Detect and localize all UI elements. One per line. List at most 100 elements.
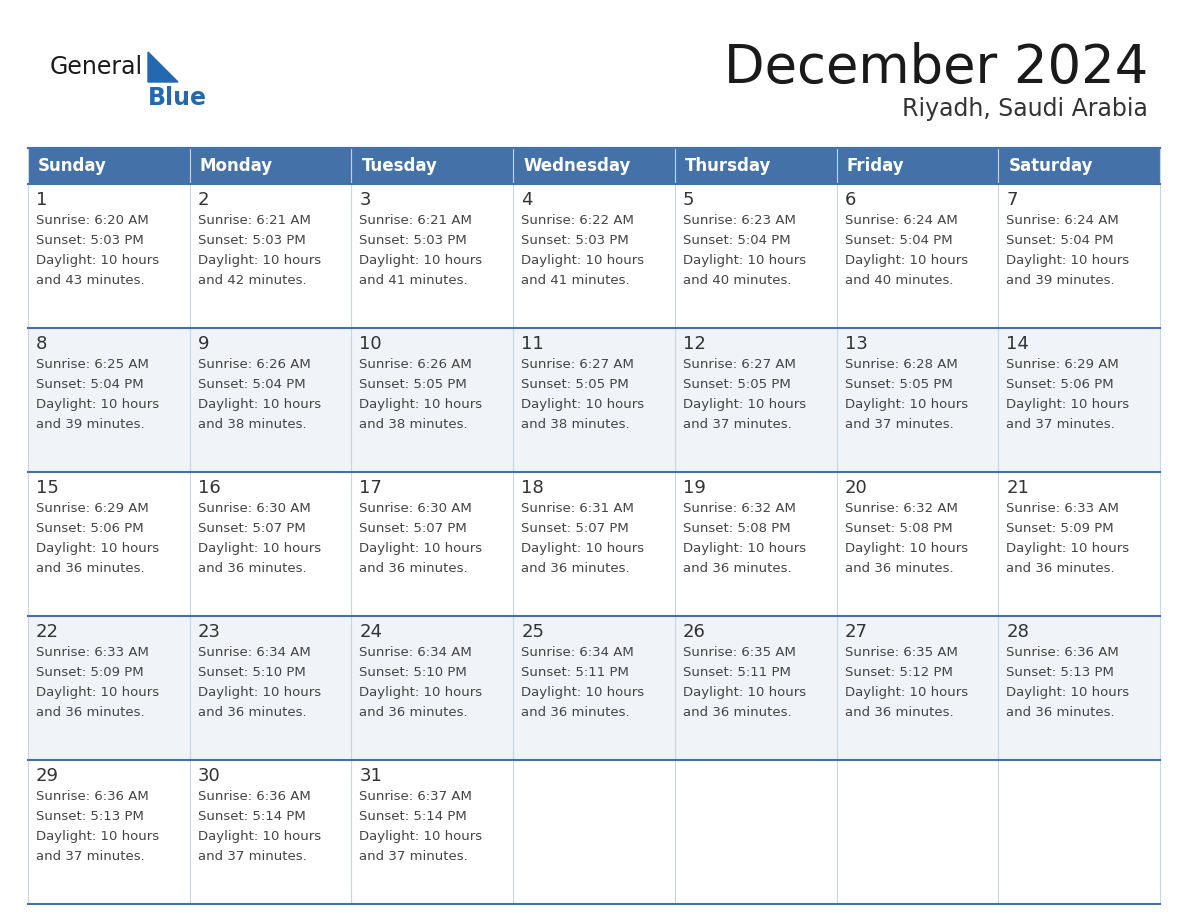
- Text: Daylight: 10 hours: Daylight: 10 hours: [36, 686, 159, 699]
- Text: Sunrise: 6:35 AM: Sunrise: 6:35 AM: [683, 646, 796, 659]
- Text: Wednesday: Wednesday: [523, 157, 631, 175]
- Text: Thursday: Thursday: [684, 157, 771, 175]
- Text: Sunrise: 6:32 AM: Sunrise: 6:32 AM: [845, 502, 958, 515]
- Text: and 37 minutes.: and 37 minutes.: [1006, 418, 1116, 431]
- Bar: [836, 148, 998, 184]
- Text: 6: 6: [845, 191, 855, 209]
- Text: Sunrise: 6:29 AM: Sunrise: 6:29 AM: [36, 502, 148, 515]
- Text: Sunrise: 6:27 AM: Sunrise: 6:27 AM: [683, 358, 796, 371]
- Text: Sunrise: 6:34 AM: Sunrise: 6:34 AM: [197, 646, 310, 659]
- Text: and 37 minutes.: and 37 minutes.: [845, 418, 953, 431]
- Text: Sunrise: 6:30 AM: Sunrise: 6:30 AM: [197, 502, 310, 515]
- Bar: [513, 148, 675, 184]
- Text: 27: 27: [845, 623, 867, 641]
- Text: Friday: Friday: [847, 157, 904, 175]
- Text: and 39 minutes.: and 39 minutes.: [1006, 274, 1114, 287]
- Text: Sunrise: 6:25 AM: Sunrise: 6:25 AM: [36, 358, 148, 371]
- Text: Sunrise: 6:34 AM: Sunrise: 6:34 AM: [360, 646, 472, 659]
- Text: Daylight: 10 hours: Daylight: 10 hours: [36, 398, 159, 411]
- Text: Sunrise: 6:34 AM: Sunrise: 6:34 AM: [522, 646, 634, 659]
- Text: and 42 minutes.: and 42 minutes.: [197, 274, 307, 287]
- Text: Sunrise: 6:32 AM: Sunrise: 6:32 AM: [683, 502, 796, 515]
- Text: and 36 minutes.: and 36 minutes.: [1006, 706, 1114, 719]
- Text: Sunset: 5:04 PM: Sunset: 5:04 PM: [1006, 234, 1114, 247]
- Text: and 36 minutes.: and 36 minutes.: [845, 562, 953, 575]
- Text: Sunset: 5:05 PM: Sunset: 5:05 PM: [522, 378, 628, 391]
- Bar: [675, 616, 836, 760]
- Text: Sunset: 5:06 PM: Sunset: 5:06 PM: [36, 522, 144, 535]
- Text: Sunset: 5:08 PM: Sunset: 5:08 PM: [683, 522, 790, 535]
- Text: Sunset: 5:10 PM: Sunset: 5:10 PM: [360, 666, 467, 679]
- Bar: [352, 472, 513, 616]
- Text: and 36 minutes.: and 36 minutes.: [36, 706, 145, 719]
- Text: and 36 minutes.: and 36 minutes.: [845, 706, 953, 719]
- Text: 16: 16: [197, 479, 221, 497]
- Bar: [513, 472, 675, 616]
- Text: 24: 24: [360, 623, 383, 641]
- Text: Sunset: 5:06 PM: Sunset: 5:06 PM: [1006, 378, 1114, 391]
- Text: and 38 minutes.: and 38 minutes.: [522, 418, 630, 431]
- Text: and 36 minutes.: and 36 minutes.: [360, 706, 468, 719]
- Bar: [675, 328, 836, 472]
- Text: 3: 3: [360, 191, 371, 209]
- Text: Saturday: Saturday: [1009, 157, 1093, 175]
- Bar: [836, 472, 998, 616]
- Bar: [998, 148, 1159, 184]
- Text: Sunday: Sunday: [38, 157, 107, 175]
- Bar: [352, 184, 513, 328]
- Text: Sunrise: 6:23 AM: Sunrise: 6:23 AM: [683, 214, 796, 227]
- Text: and 39 minutes.: and 39 minutes.: [36, 418, 145, 431]
- Text: Sunset: 5:03 PM: Sunset: 5:03 PM: [360, 234, 467, 247]
- Text: Sunset: 5:07 PM: Sunset: 5:07 PM: [197, 522, 305, 535]
- Text: and 36 minutes.: and 36 minutes.: [197, 562, 307, 575]
- Text: Sunset: 5:08 PM: Sunset: 5:08 PM: [845, 522, 953, 535]
- Text: Sunset: 5:05 PM: Sunset: 5:05 PM: [683, 378, 790, 391]
- Text: Sunrise: 6:36 AM: Sunrise: 6:36 AM: [36, 790, 148, 803]
- Text: 26: 26: [683, 623, 706, 641]
- Bar: [836, 616, 998, 760]
- Text: 2: 2: [197, 191, 209, 209]
- Text: and 40 minutes.: and 40 minutes.: [683, 274, 791, 287]
- Text: 12: 12: [683, 335, 706, 353]
- Text: and 36 minutes.: and 36 minutes.: [522, 706, 630, 719]
- Text: Daylight: 10 hours: Daylight: 10 hours: [845, 398, 968, 411]
- Text: and 41 minutes.: and 41 minutes.: [522, 274, 630, 287]
- Text: 31: 31: [360, 767, 383, 785]
- Text: Tuesday: Tuesday: [361, 157, 437, 175]
- Text: Daylight: 10 hours: Daylight: 10 hours: [1006, 542, 1130, 555]
- Text: Daylight: 10 hours: Daylight: 10 hours: [360, 830, 482, 843]
- Text: 11: 11: [522, 335, 544, 353]
- Text: and 38 minutes.: and 38 minutes.: [197, 418, 307, 431]
- Text: 9: 9: [197, 335, 209, 353]
- Text: Sunset: 5:10 PM: Sunset: 5:10 PM: [197, 666, 305, 679]
- Text: Sunset: 5:04 PM: Sunset: 5:04 PM: [683, 234, 790, 247]
- Bar: [352, 328, 513, 472]
- Text: Sunset: 5:11 PM: Sunset: 5:11 PM: [522, 666, 628, 679]
- Bar: [675, 148, 836, 184]
- Text: Daylight: 10 hours: Daylight: 10 hours: [1006, 398, 1130, 411]
- Bar: [513, 616, 675, 760]
- Text: Sunrise: 6:21 AM: Sunrise: 6:21 AM: [197, 214, 310, 227]
- Bar: [29, 184, 190, 328]
- Text: Monday: Monday: [200, 157, 273, 175]
- Text: Sunrise: 6:31 AM: Sunrise: 6:31 AM: [522, 502, 634, 515]
- Text: December 2024: December 2024: [723, 42, 1148, 94]
- Text: Daylight: 10 hours: Daylight: 10 hours: [522, 254, 644, 267]
- Text: and 37 minutes.: and 37 minutes.: [683, 418, 791, 431]
- Text: 4: 4: [522, 191, 532, 209]
- Polygon shape: [148, 52, 178, 82]
- Text: 17: 17: [360, 479, 383, 497]
- Bar: [836, 760, 998, 904]
- Text: Sunset: 5:09 PM: Sunset: 5:09 PM: [1006, 522, 1114, 535]
- Text: Sunset: 5:05 PM: Sunset: 5:05 PM: [360, 378, 467, 391]
- Text: Sunrise: 6:33 AM: Sunrise: 6:33 AM: [36, 646, 148, 659]
- Text: and 37 minutes.: and 37 minutes.: [197, 850, 307, 863]
- Bar: [190, 184, 352, 328]
- Text: Sunrise: 6:35 AM: Sunrise: 6:35 AM: [845, 646, 958, 659]
- Text: and 36 minutes.: and 36 minutes.: [683, 706, 791, 719]
- Bar: [675, 472, 836, 616]
- Text: Daylight: 10 hours: Daylight: 10 hours: [197, 254, 321, 267]
- Text: Sunset: 5:12 PM: Sunset: 5:12 PM: [845, 666, 953, 679]
- Text: Daylight: 10 hours: Daylight: 10 hours: [845, 254, 968, 267]
- Bar: [836, 184, 998, 328]
